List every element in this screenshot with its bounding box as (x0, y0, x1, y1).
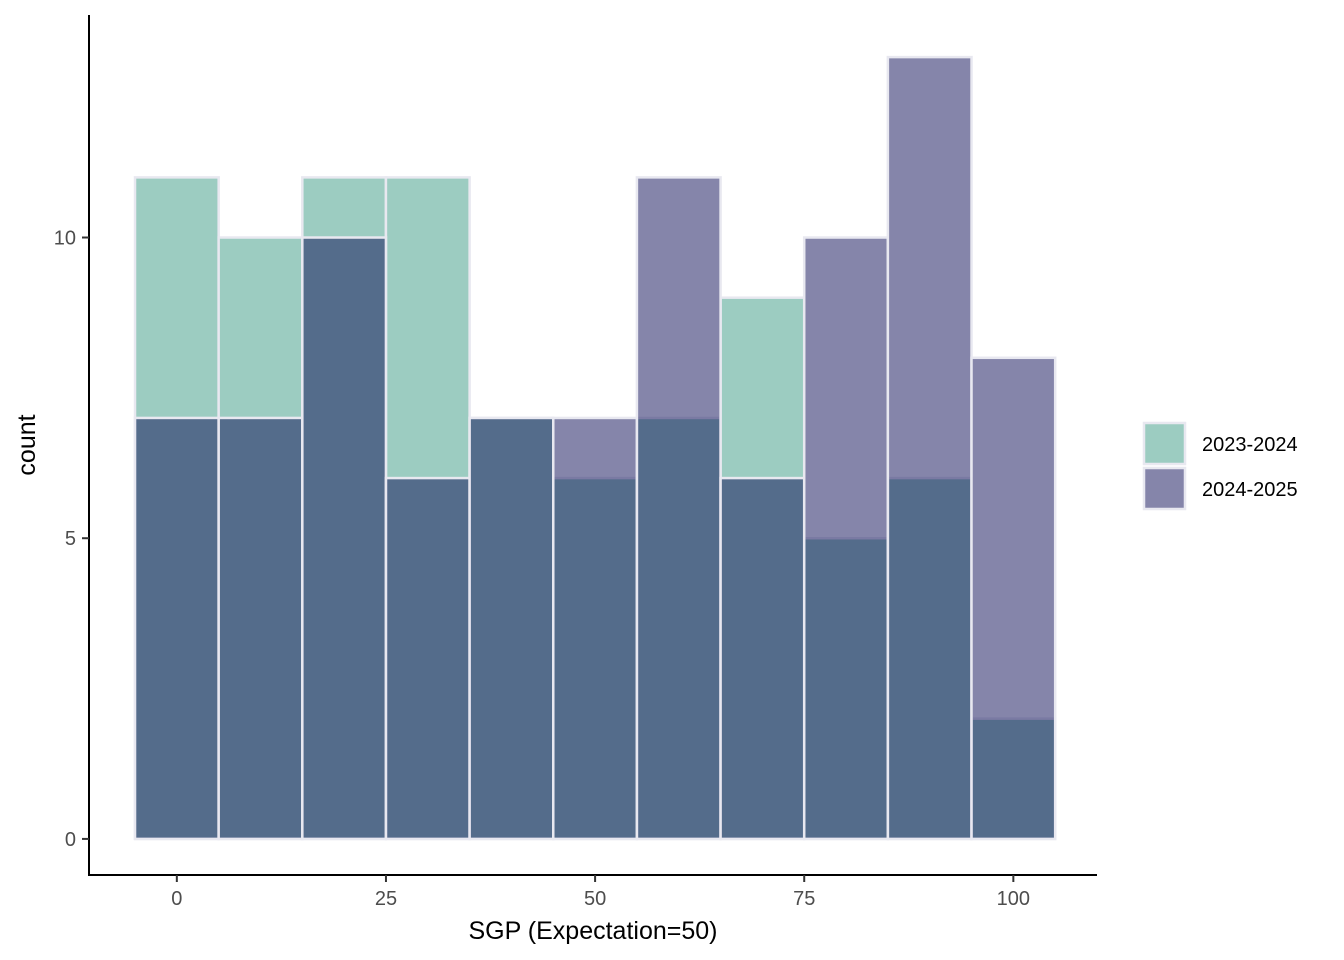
y-tick-label: 0 (65, 829, 76, 851)
bar-2024-2025-80 (802, 236, 890, 841)
y-ticks: 0 5 10 (54, 228, 89, 851)
bar-2024-2025-100 (970, 356, 1057, 841)
axes-layer (88, 15, 1097, 876)
x-axis-title: SGP (Expectation=50) (469, 917, 718, 945)
bar-2024-2025-30 (384, 476, 471, 841)
y-tick-label: 10 (54, 228, 76, 250)
bar-2024-2025-90 (886, 55, 973, 841)
bar-2024-2025-10 (217, 416, 304, 841)
series-1 (133, 55, 1057, 841)
bar-2024-2025-40 (468, 416, 555, 841)
x-tick-label: 75 (793, 888, 815, 910)
y-axis-title: count (13, 414, 41, 475)
legend-label-0: 2023-2024 (1202, 434, 1298, 456)
bar-2024-2025-70 (719, 476, 806, 841)
legend-key-0 (1142, 421, 1187, 466)
legend-label-1: 2024-2025 (1202, 479, 1298, 501)
x-tick-label: 100 (997, 888, 1030, 910)
legend-key-1 (1142, 466, 1187, 511)
x-ticks: 0 25 50 75 100 (171, 875, 1030, 910)
bar-2024-2025-20 (301, 236, 388, 841)
bar-2024-2025-60 (635, 176, 722, 841)
y-tick-label: 5 (65, 528, 76, 550)
x-tick-label: 50 (584, 888, 606, 910)
bar-2024-2025-50 (552, 416, 639, 841)
x-tick-label: 25 (375, 888, 397, 910)
legend: 2023-2024 2024-2025 (1142, 421, 1298, 511)
bars-layer (133, 55, 1057, 841)
x-tick-label: 0 (171, 888, 182, 910)
bar-2024-2025-0 (133, 416, 220, 841)
